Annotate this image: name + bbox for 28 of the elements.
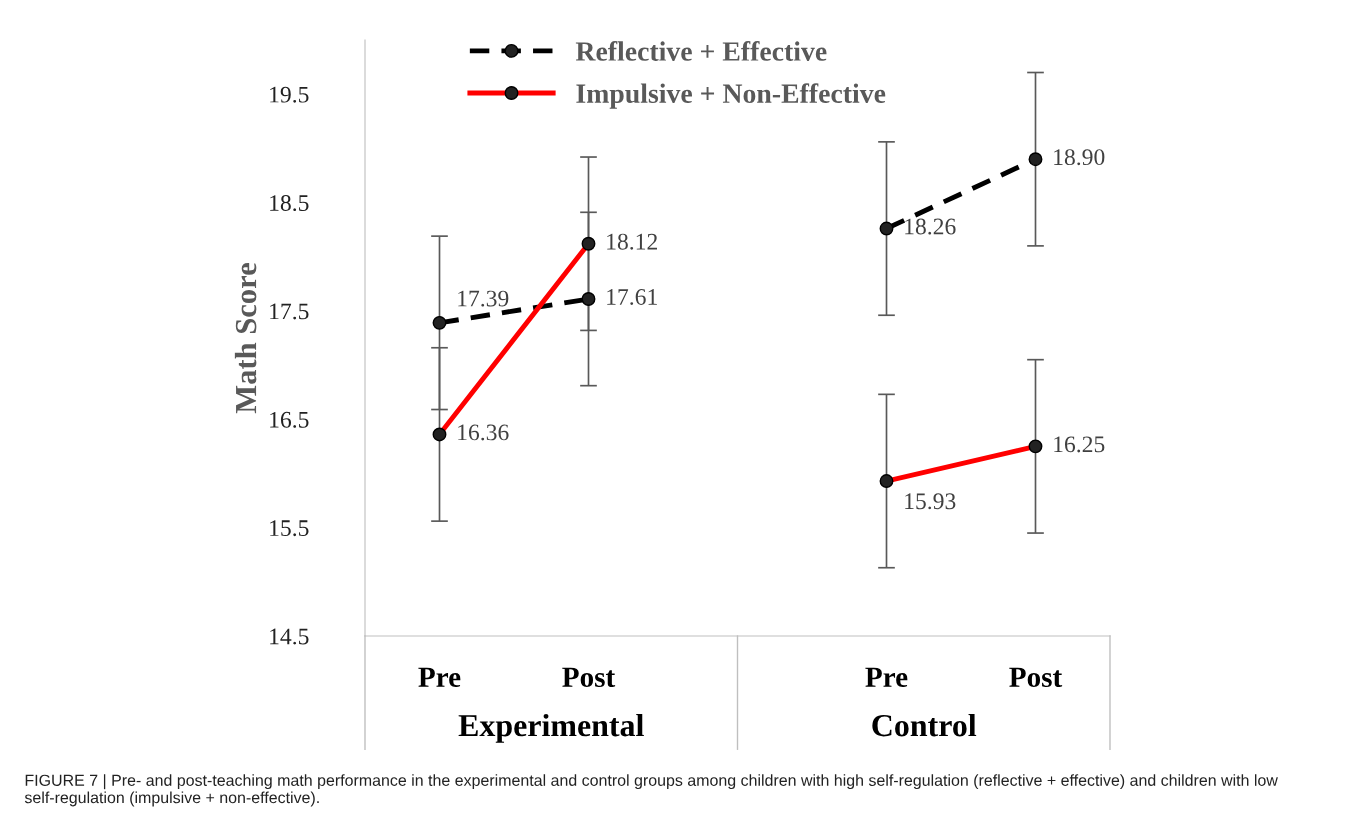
y-tick-label: 15.5: [270, 520, 309, 537]
x-tick-label: Pre: [865, 667, 908, 688]
y-tick-label: 14.5: [270, 628, 309, 645]
data-label: 18.26: [905, 218, 956, 235]
x-tick-label: Post: [562, 667, 616, 688]
point: [879, 221, 894, 236]
text: Control: [872, 713, 977, 737]
legend-label: Reflective + Effective: [575, 41, 827, 61]
data-label: 17.61: [607, 289, 657, 305]
data-label: 17.39: [458, 290, 509, 307]
data-label: 18.90: [1054, 149, 1105, 166]
y-tick-label: 16.5: [270, 411, 309, 428]
x-tick-label: Pre: [418, 667, 461, 688]
y-tick-label: 19.5: [270, 86, 309, 103]
point: [581, 292, 596, 306]
data-label: 16.36: [458, 424, 509, 441]
y-tick-label: 18.5: [270, 195, 309, 212]
point: [1028, 152, 1043, 167]
data-label: 18.12: [607, 233, 657, 250]
legend-label: Impulsive + Non-Effective: [576, 83, 886, 109]
y-axis-title: Math Score: [234, 263, 257, 414]
caption: FIGURE 7 | Pre- and post-teaching math performance in the experimental and control groups among children with high self-regulation (reflective + effective) and children with low self-regulation (impulsive + non-effective).: [24, 774, 1278, 807]
x-tick-label: Post: [1009, 667, 1063, 688]
point: [432, 315, 447, 330]
data-label: 15.93: [905, 493, 956, 510]
data-label: 16.25: [1054, 436, 1105, 453]
text: Experimental: [458, 713, 644, 743]
y-tick-label: 17.5: [270, 303, 309, 320]
